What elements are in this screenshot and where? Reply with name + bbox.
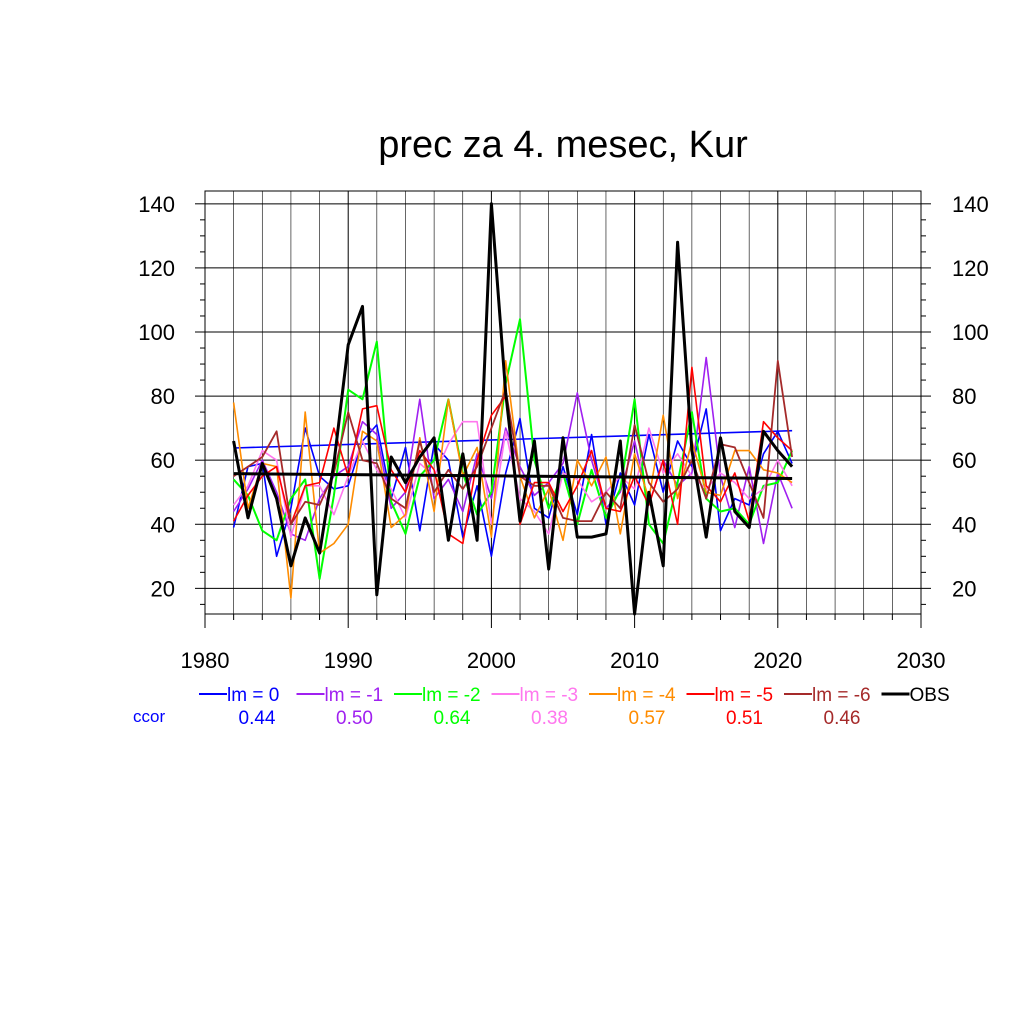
series-line [232, 318, 794, 580]
y-tick-label-left: 20 [151, 576, 175, 601]
x-tick-label: 2030 [897, 648, 946, 673]
ccor-value: 0.50 [336, 708, 373, 729]
y-tick-label-right: 100 [952, 320, 989, 345]
trend-line [233, 429, 793, 449]
y-tick-label-left: 140 [138, 192, 175, 217]
series-line [233, 359, 793, 526]
ccor-value: 0.44 [239, 708, 276, 729]
trend-line [233, 472, 793, 480]
y-tick-label-left: 40 [151, 512, 175, 537]
legend-label: lm = -3 [520, 685, 579, 706]
series-line [232, 359, 793, 599]
x-tick-label: 2010 [610, 648, 659, 673]
y-tick-label-left: 100 [138, 320, 175, 345]
legend-label: lm = -2 [422, 685, 481, 706]
legend-label: lm = -4 [617, 685, 676, 706]
series-line [232, 202, 794, 616]
plot-frame [204, 190, 922, 615]
y-tick-label-right: 120 [952, 256, 989, 281]
ccor-value: 0.51 [726, 708, 763, 729]
ccor-value: 0.38 [531, 708, 568, 729]
y-tick-label-right: 40 [952, 512, 976, 537]
legend-label: lm = -1 [325, 685, 384, 706]
legend-label: OBS [910, 685, 950, 706]
x-tick-label: 2020 [753, 648, 802, 673]
x-tick-label: 1990 [324, 648, 373, 673]
y-tick-label-right: 140 [952, 192, 989, 217]
y-tick-label-left: 120 [138, 256, 175, 281]
grid [205, 191, 921, 614]
legend-label: lm = -6 [812, 685, 871, 706]
legend-label: lm = 0 [227, 685, 279, 706]
y-tick-label-right: 20 [952, 576, 976, 601]
x-tick-label: 1980 [181, 648, 230, 673]
ccor-value: 0.64 [434, 708, 471, 729]
x-tick-label: 2000 [467, 648, 516, 673]
y-tick-label-left: 80 [151, 384, 175, 409]
legend-label: lm = -5 [715, 685, 774, 706]
plot-series [232, 202, 794, 616]
y-tick-label-left: 60 [151, 448, 175, 473]
ccor-label: ccor [133, 707, 165, 726]
y-tick-label-right: 80 [952, 384, 976, 409]
chart-title: prec za 4. mesec, Kur [378, 124, 748, 166]
ccor-value: 0.57 [629, 708, 666, 729]
ccor-value: 0.46 [824, 708, 861, 729]
y-tick-label-right: 60 [952, 448, 976, 473]
